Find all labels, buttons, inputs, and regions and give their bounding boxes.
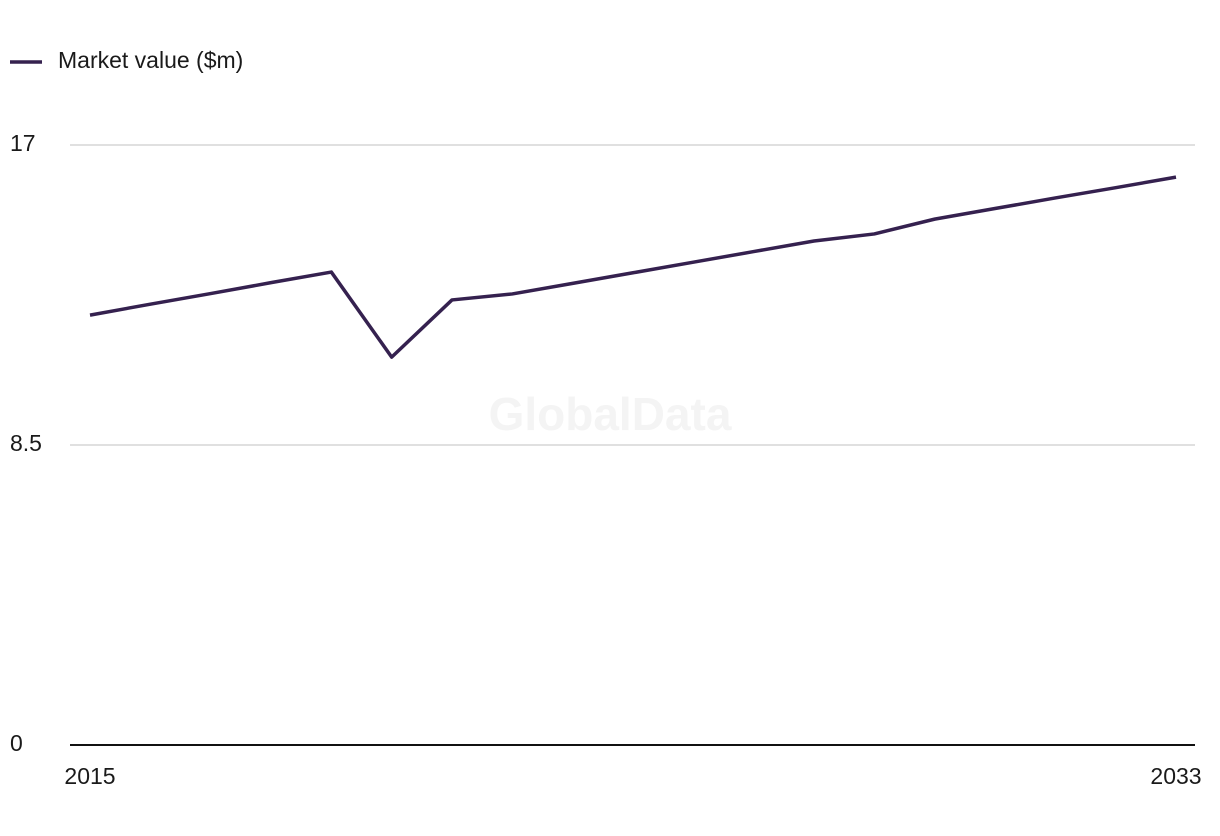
line-series <box>89 175 1177 359</box>
legend-label: Market value ($m) <box>58 47 243 73</box>
y-tick-label: 17 <box>10 130 36 156</box>
x-tick-label: 2015 <box>64 763 115 789</box>
y-tick-label: 0 <box>10 730 23 756</box>
y-tick-label: 8.5 <box>10 430 42 456</box>
x-tick-label: 2033 <box>1150 763 1201 789</box>
watermark: GlobalData <box>489 388 732 440</box>
